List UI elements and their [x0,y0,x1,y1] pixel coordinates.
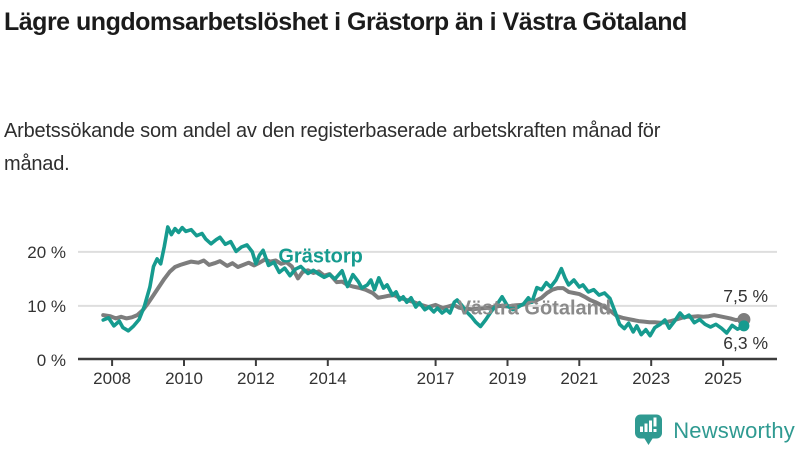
gr-storp-line [101,225,746,338]
x-tick-label: 2019 [489,369,527,388]
gr-storp-end-dot [738,320,750,332]
end-value-label: 7,5 % [723,286,768,306]
end-value-label: 6,3 % [723,333,768,353]
line-chart: 0 % 10 % 20 % 2008 2010 2012 2014 2017 2019 2021 2… [27,225,777,388]
y-tick-label: 10 % [27,297,66,316]
y-tick-label: 20 % [27,243,66,262]
chart-subtitle: Arbetssökande som andel av den registerb… [4,120,661,175]
y-tick-label: 0 % [37,351,66,370]
v-stra-g-taland-line [101,257,746,325]
newsworthy-logo[interactable]: Newsworthy [634,414,795,447]
x-tick-label: 2010 [165,369,203,388]
x-tick-label: 2008 [93,369,131,388]
v-stra-g-taland-series-label: Västra Götaland [458,298,611,320]
x-tick-label: 2012 [237,369,275,388]
newsworthy-bubble-chart-icon [635,414,663,445]
x-tick-label: 2025 [704,369,742,388]
page-title: Lägre ungdomsarbetslöshet i Grästorp än … [4,8,687,36]
x-tick-label: 2014 [309,369,347,388]
x-tick-label: 2023 [632,369,670,388]
x-tick-label: 2017 [417,369,455,388]
newsworthy-wordmark: Newsworthy [673,417,795,443]
gr-storp-series-label: Grästorp [278,246,362,268]
x-tick-label: 2021 [560,369,598,388]
